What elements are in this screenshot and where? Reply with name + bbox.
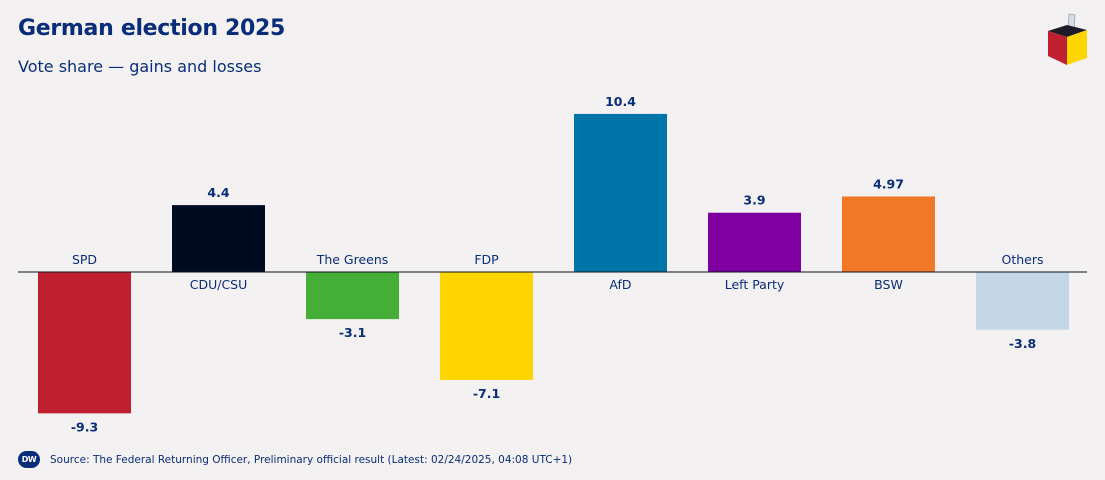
ballot-box-icon xyxy=(1048,13,1087,65)
page-title: German election 2025 xyxy=(18,16,286,41)
bar xyxy=(842,196,935,272)
bar xyxy=(708,212,801,272)
category-label: Left Party xyxy=(725,277,785,292)
bar xyxy=(976,272,1069,330)
category-label: FDP xyxy=(474,252,499,267)
category-label: SPD xyxy=(72,252,97,267)
category-label: CDU/CSU xyxy=(190,277,248,292)
category-label: BSW xyxy=(874,277,903,292)
bar xyxy=(306,272,399,320)
category-label: The Greens xyxy=(316,252,389,267)
category-label: Others xyxy=(1001,252,1043,267)
source-note: Source: The Federal Returning Officer, P… xyxy=(50,453,573,466)
bar xyxy=(172,205,265,272)
value-label: -9.3 xyxy=(71,419,98,434)
page-subtitle: Vote share — gains and losses xyxy=(18,57,262,76)
value-label: 4.4 xyxy=(207,185,229,200)
value-label: 3.9 xyxy=(743,193,765,208)
source-footer: DW Source: The Federal Returning Officer… xyxy=(18,451,572,468)
dw-logo: DW xyxy=(18,451,40,468)
value-label: -3.8 xyxy=(1009,336,1036,351)
value-label: 4.97 xyxy=(873,176,904,191)
bar xyxy=(574,113,667,272)
bar xyxy=(440,272,533,380)
category-label: AfD xyxy=(609,277,631,292)
value-label: -7.1 xyxy=(473,386,500,401)
value-label: -3.1 xyxy=(339,325,366,340)
value-label: 10.4 xyxy=(605,94,636,109)
bar xyxy=(38,272,131,414)
